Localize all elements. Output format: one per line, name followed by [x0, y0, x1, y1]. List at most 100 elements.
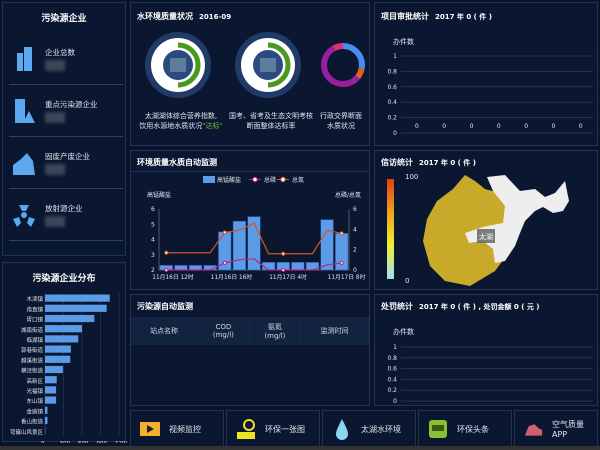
bar — [45, 345, 71, 353]
category-label: 光福镇 — [26, 387, 43, 395]
tick-label: 900 — [97, 441, 108, 443]
water-quality-panel: 水环境质量状况 2016-09 太湖湖体综合营养指数, 饮用水源地水质状况"达标" … — [130, 2, 370, 146]
tick-label: 0.4 — [387, 99, 397, 106]
project-chart: 0 0.2 0.4 0.6 0.8 1 0 0 0 0 0 0 0 — [387, 53, 593, 137]
nav-button[interactable]: 视频监控 — [130, 410, 224, 448]
bar — [45, 335, 79, 343]
tick-label: 0 — [393, 130, 397, 137]
bar — [45, 416, 48, 425]
tick-label: 0.4 — [387, 376, 397, 383]
stat-label: 企业总数 — [45, 48, 75, 57]
stat-item[interactable]: 重点污染源企业 — [9, 85, 123, 137]
summary: 2017 年 0 ( 件 ) , 处罚金额 0 ( 元 ) — [419, 303, 540, 311]
gauge-arc — [267, 42, 291, 88]
tick-label: 3 — [151, 252, 155, 259]
y-axis-label: 高锰酸盐 — [147, 191, 171, 199]
panel-title: 水环境质量状况 — [137, 12, 193, 21]
bar — [188, 265, 203, 271]
data-point — [339, 231, 344, 236]
data-point — [164, 250, 169, 255]
y-axis-label: 总磷/总氮 — [335, 191, 361, 199]
data-label: 0 — [579, 123, 583, 130]
panel-title: 信访统计 — [381, 158, 413, 167]
stat-value-redacted — [45, 112, 65, 123]
data-label: 0 — [552, 123, 556, 130]
data-label: 0 — [497, 123, 501, 130]
column-header[interactable]: COD (mg/l) — [197, 317, 250, 345]
bar — [45, 314, 95, 323]
bar — [45, 406, 48, 414]
nav-button[interactable]: 空气质量APP — [514, 410, 598, 448]
tick-label: 0.6 — [387, 366, 397, 373]
panel-title: 污染源企业分布 — [32, 274, 96, 284]
stat-label: 放射源企业 — [45, 204, 83, 213]
bar — [45, 376, 57, 384]
tick-label: 4 — [353, 226, 357, 233]
tick-label: 0.2 — [387, 387, 397, 394]
panel-title: 项目审批统计 — [381, 12, 429, 21]
y-axis-label: 办件数 — [393, 328, 414, 336]
legend-label: 总氮 — [292, 176, 304, 184]
category-label: 越溪街道 — [21, 356, 44, 364]
project-approval-panel: 项目审批统计 2017 年 0 ( 件 ) 办件数 0 0.2 0.4 0.6 0.8 1 0… — [374, 2, 598, 146]
stat-item[interactable]: 企业总数 — [9, 33, 123, 85]
legend-swatch — [203, 176, 215, 183]
map-region-yellow — [423, 175, 517, 286]
nav-button[interactable]: 太湖水环境 — [322, 410, 416, 448]
nav-button[interactable]: 环保头条 — [418, 410, 512, 448]
tick-label: 1200 — [115, 441, 127, 443]
series-line — [166, 258, 342, 271]
data-point — [281, 251, 286, 256]
category-label: 甪直镇 — [26, 305, 43, 313]
region-map[interactable]: 太湖 — [375, 151, 599, 291]
tick-label: 300 — [60, 441, 71, 443]
map-label: 太湖 — [479, 232, 493, 241]
data-point — [222, 260, 227, 265]
data-label: 0 — [524, 123, 528, 130]
legend-label: 总磷 — [264, 176, 276, 184]
data-label: 0 — [442, 123, 446, 130]
gauge-caption-2: 国考、省考及生态文明考核 断面整体达标率 — [229, 112, 313, 130]
gauge-value-redacted — [260, 58, 276, 72]
ring-segment — [321, 43, 365, 87]
tick-label: 0 — [353, 267, 357, 274]
building-icon — [17, 47, 32, 71]
stat-item[interactable]: 固废产废企业 — [9, 137, 123, 189]
nav-button[interactable]: 环保一张图 — [226, 410, 320, 448]
gauge-caption-1: 太湖湖体综合营养指数, 饮用水源地水质状况"达标" — [139, 112, 223, 130]
factory-icon — [13, 153, 35, 175]
stat-item[interactable]: 放射源企业 — [9, 189, 123, 241]
radiation-icon — [13, 205, 35, 227]
panel-title: 处罚统计 — [381, 302, 413, 311]
category-label: 横泾街道 — [21, 367, 44, 375]
gauge-group — [145, 32, 365, 98]
column-header[interactable]: 氨氮 (mg/l) — [249, 317, 302, 345]
tick-label: 1 — [393, 344, 397, 351]
summary: 2017 年 0 ( 件 ) — [419, 159, 476, 167]
nav-button-label: 视频监控 — [169, 424, 201, 434]
column-header[interactable]: 监测时间 — [300, 317, 369, 345]
legend-gradient[interactable] — [387, 179, 394, 279]
tick-label: 0.8 — [387, 68, 397, 75]
tick-label: 11月17日 8时 — [328, 273, 366, 281]
stat-label: 重点污染源企业 — [45, 100, 98, 109]
warning-building-icon — [15, 99, 35, 123]
column-header[interactable]: 站点名称 — [131, 317, 199, 345]
legend-min: 0 — [405, 277, 410, 285]
penalty-chart: 0 0.2 0.4 0.6 0.8 1 — [387, 344, 593, 405]
bar — [45, 294, 110, 302]
bar — [45, 386, 57, 394]
tick-label: 1 — [393, 53, 397, 60]
nav-button-label: 环保一张图 — [265, 424, 305, 434]
legend-marker — [280, 176, 286, 183]
tick-label: 600 — [78, 441, 89, 443]
distribution-panel: 污染源企业分布 0 300 600 900 1200 木渎镇甪直镇胥口镇城南街道临湖镇郭巷… — [2, 262, 127, 443]
y-axis-label: 办件数 — [393, 38, 414, 46]
bar — [320, 219, 334, 271]
gauge-caption-3: 行政交界断面 水质状况 — [320, 112, 362, 130]
pollution-monitor-panel: 污染源自动监测 站点名称 COD (mg/l) 氨氮 (mg/l) 监测时间 — [130, 294, 370, 406]
tick-label: 2 — [151, 267, 155, 274]
water-auto-monitor-panel: 环境质量水质自动监测 高锰酸盐 总磷 总氮 高锰酸盐 总磷/总氮 2 3 4 5 6 0 2 4 6 11月… — [130, 150, 370, 290]
panel-title: 污染源企业 — [41, 14, 87, 24]
